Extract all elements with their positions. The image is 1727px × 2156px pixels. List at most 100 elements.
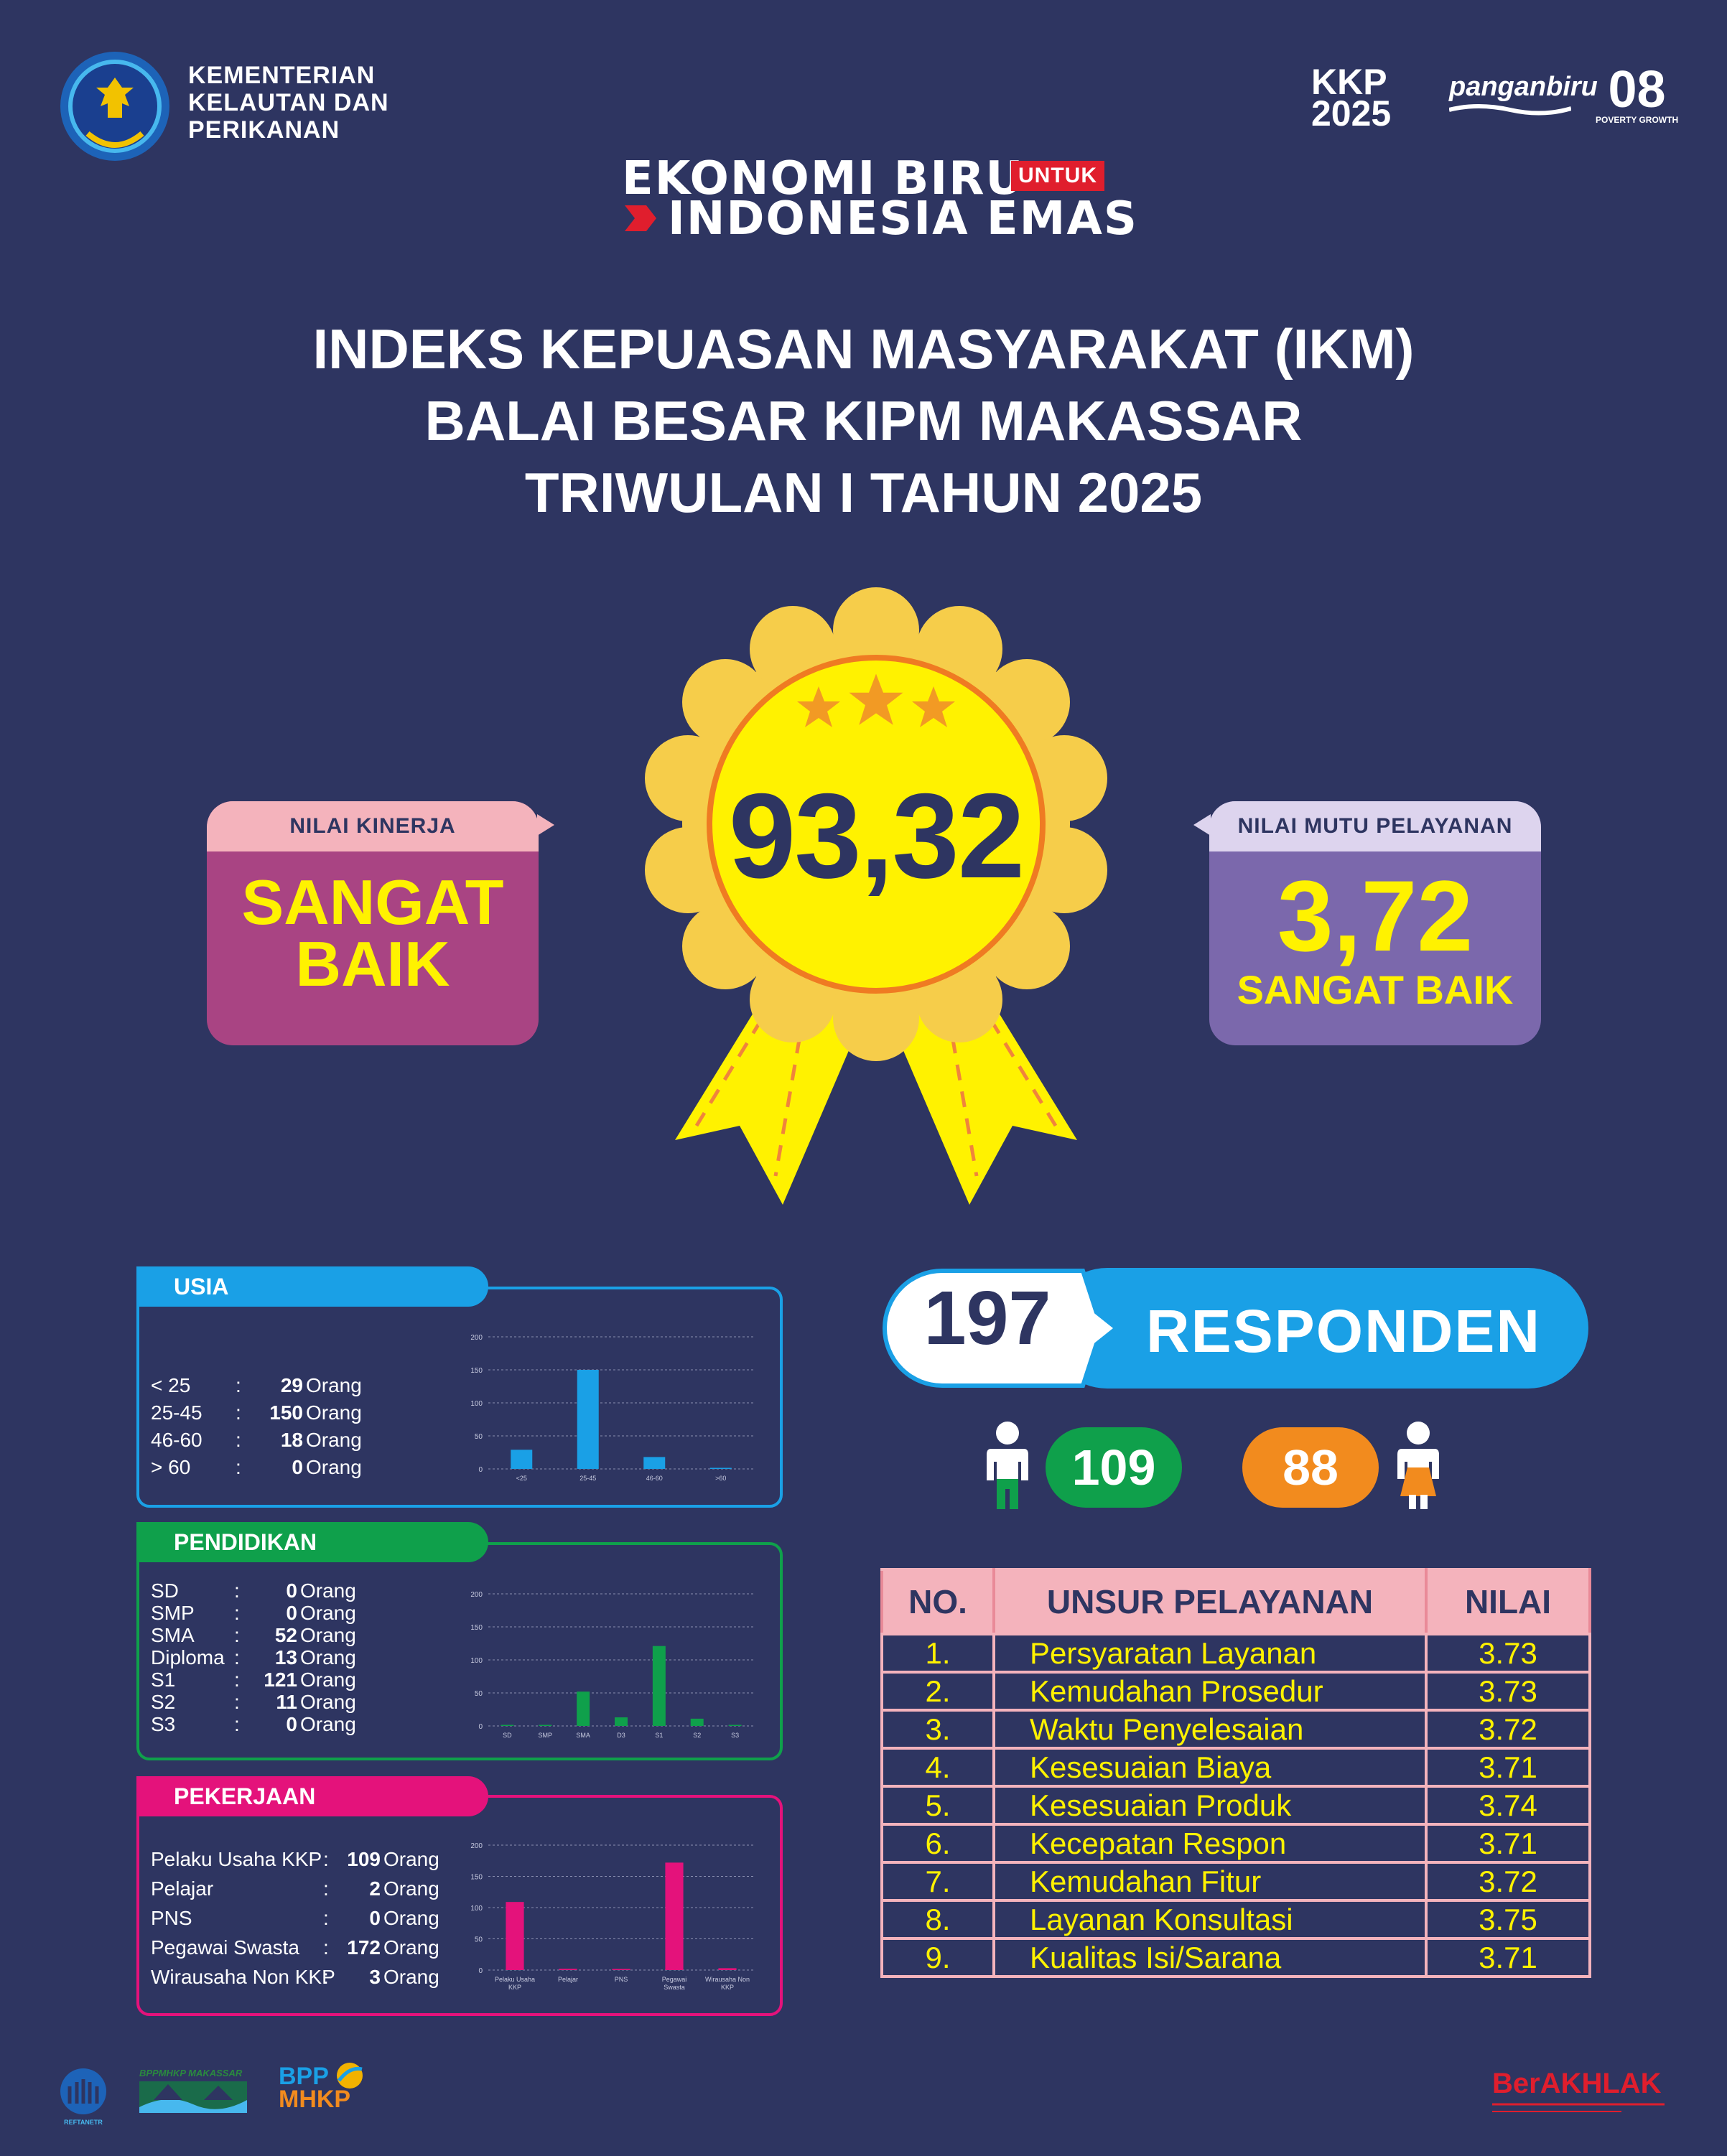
bar [577, 1370, 599, 1469]
row-unit: Orang [300, 1691, 356, 1713]
cell-no: 4. [880, 1747, 995, 1788]
responden-label: RESPONDEN [1146, 1297, 1542, 1365]
x-tick-label: SD [503, 1732, 512, 1739]
x-tick-label: PNS [615, 1976, 628, 1983]
bar [511, 1450, 533, 1469]
cell-no: 2. [880, 1671, 995, 1712]
row-value: 121 [264, 1669, 297, 1691]
makassar-landmark-icon [139, 2081, 247, 2113]
row-value: 172 [347, 1936, 381, 1959]
row-label: Pelaku Usaha KKP [151, 1848, 322, 1870]
row-value: 0 [369, 1907, 381, 1929]
award-ribbon-badge [645, 587, 1107, 1205]
row-label: Wirausaha Non KKP [151, 1966, 335, 1988]
x-tick-label: S3 [731, 1732, 739, 1739]
row-value: 11 [276, 1691, 297, 1713]
usia-title: USIA [174, 1273, 229, 1299]
row-unit: Orang [306, 1456, 362, 1478]
pendidikan-bar-chart: 0 50 100 150 200 SD SMP SMA D3 S1 S2 S3 [470, 1591, 754, 1739]
cell-no: 3. [880, 1709, 995, 1750]
reftanetr-logo-text: REFTANETR [64, 2119, 103, 2126]
bppmhkp-makassar-logo: BPPMHKP MAKASSAR [139, 2068, 247, 2118]
bar [709, 1467, 732, 1469]
row-label: 46-60 [151, 1429, 203, 1451]
table-row: 1. Persyaratan Layanan 3.73 [880, 1633, 1591, 1674]
pekerjaan-tab: PEKERJAAN [136, 1776, 488, 1816]
berakhlak-logo: BerAKHLAK [1492, 2068, 1665, 2117]
cell-no: 5. [880, 1785, 995, 1826]
pendidikan-title: PENDIDIKAN [174, 1529, 317, 1555]
x-tick-label: Wirausaha Non [705, 1976, 750, 1983]
bar [539, 1725, 552, 1726]
cell-name: Kesesuaian Biaya [992, 1747, 1428, 1788]
row-unit: Orang [300, 1602, 356, 1624]
row-label: PNS [151, 1907, 192, 1929]
header-nilai: NILAI [1425, 1568, 1591, 1635]
row-value: 18 [280, 1429, 303, 1451]
unsur-pelayanan-table: NO. UNSUR PELAYANAN NILAI 1. Persyaratan … [880, 1568, 1591, 1978]
row-label: S2 [151, 1691, 176, 1713]
chevron-right-icon [625, 205, 656, 231]
y-tick-label: 0 [478, 1466, 483, 1474]
bar [612, 1969, 630, 1970]
mhkp-logo-text: MHKP [279, 2086, 351, 2113]
cell-name: Kecepatan Respon [992, 1823, 1428, 1864]
bar [718, 1968, 737, 1970]
ministry-name-line1: KEMENTERIAN [188, 62, 376, 89]
row-value: 0 [286, 1713, 297, 1735]
x-tick-label: S2 [693, 1732, 701, 1739]
card-pointer-icon [537, 814, 554, 836]
row-value: 0 [292, 1456, 303, 1478]
row-label: S3 [151, 1713, 176, 1735]
reftanetr-logo: REFTANETR [57, 2068, 109, 2126]
cell-name: Persyaratan Layanan [992, 1633, 1428, 1674]
table-row: 4. Kesesuaian Biaya 3.71 [880, 1747, 1591, 1788]
responden-count: 197 [923, 1276, 1051, 1361]
nilai-kinerja-label: NILAI KINERJA [207, 801, 539, 851]
table-row: 9. Kualitas Isi/Sarana 3.71 [880, 1937, 1591, 1978]
tagline-line2: INDONESIA EMAS [668, 192, 1138, 246]
kkp-2025-logo: KKP 2025 [1311, 64, 1433, 131]
row-label: 25-45 [151, 1401, 203, 1424]
row-value: 52 [274, 1624, 297, 1646]
row-unit: Orang [300, 1669, 356, 1691]
row-label: > 60 [151, 1456, 191, 1478]
bar [615, 1717, 628, 1726]
growth-logo-sub: POVERTY GROWTH [1596, 115, 1679, 125]
x-tick-label: SMA [576, 1732, 590, 1739]
wave-icon [1449, 104, 1571, 116]
cell-no: 9. [880, 1937, 995, 1978]
nilai-kinerja-value-line2: BAIK [295, 928, 450, 999]
nilai-kinerja-card: NILAI KINERJA SANGAT BAIK [207, 801, 539, 1045]
panganbiru-logo: panganbiru [1449, 72, 1598, 117]
row-unit: Orang [383, 1907, 439, 1929]
ministry-name: KEMENTERIAN KELAUTAN DAN PERIKANAN [188, 62, 389, 144]
swoosh-icon [337, 2063, 363, 2089]
cell-name: Kemudahan Prosedur [992, 1671, 1428, 1712]
title-line1: INDEKS KEPUASAN MASYARAKAT (IKM) [312, 317, 1415, 381]
cell-value: 3.71 [1425, 1937, 1591, 1978]
cell-value: 3.73 [1425, 1671, 1591, 1712]
female-count-badge: 88 [1242, 1427, 1379, 1508]
bar [652, 1646, 666, 1726]
header-unsur: UNSUR PELAYANAN [992, 1568, 1428, 1635]
bpp-logo-text: BPP [279, 2063, 329, 2090]
row-unit: Orang [306, 1429, 362, 1451]
cell-value: 3.72 [1425, 1861, 1591, 1902]
ministry-logo [60, 52, 169, 161]
pendidikan-tab: PENDIDIKAN [136, 1522, 488, 1562]
row-value: 13 [274, 1646, 297, 1669]
row-label: Pelajar [151, 1877, 214, 1900]
row-value: 2 [369, 1877, 381, 1900]
tagline-line2-text: INDONESIA EMAS [668, 192, 1138, 246]
ministry-name-line3: PERIKANAN [188, 116, 340, 144]
table-row: 8. Layanan Konsultasi 3.75 [880, 1899, 1591, 1940]
row-value: 0 [286, 1579, 297, 1602]
growth-logo-number: 08 [1608, 61, 1666, 118]
row-label: SD [151, 1579, 179, 1602]
nilai-mutu-label: NILAI MUTU PELAYANAN [1209, 801, 1541, 851]
bppmhkp-makassar-text: BPPMHKP MAKASSAR [139, 2068, 243, 2078]
bar [728, 1725, 742, 1726]
table-row: 2. Kemudahan Prosedur 3.73 [880, 1671, 1591, 1712]
row-unit: Orang [300, 1624, 356, 1646]
